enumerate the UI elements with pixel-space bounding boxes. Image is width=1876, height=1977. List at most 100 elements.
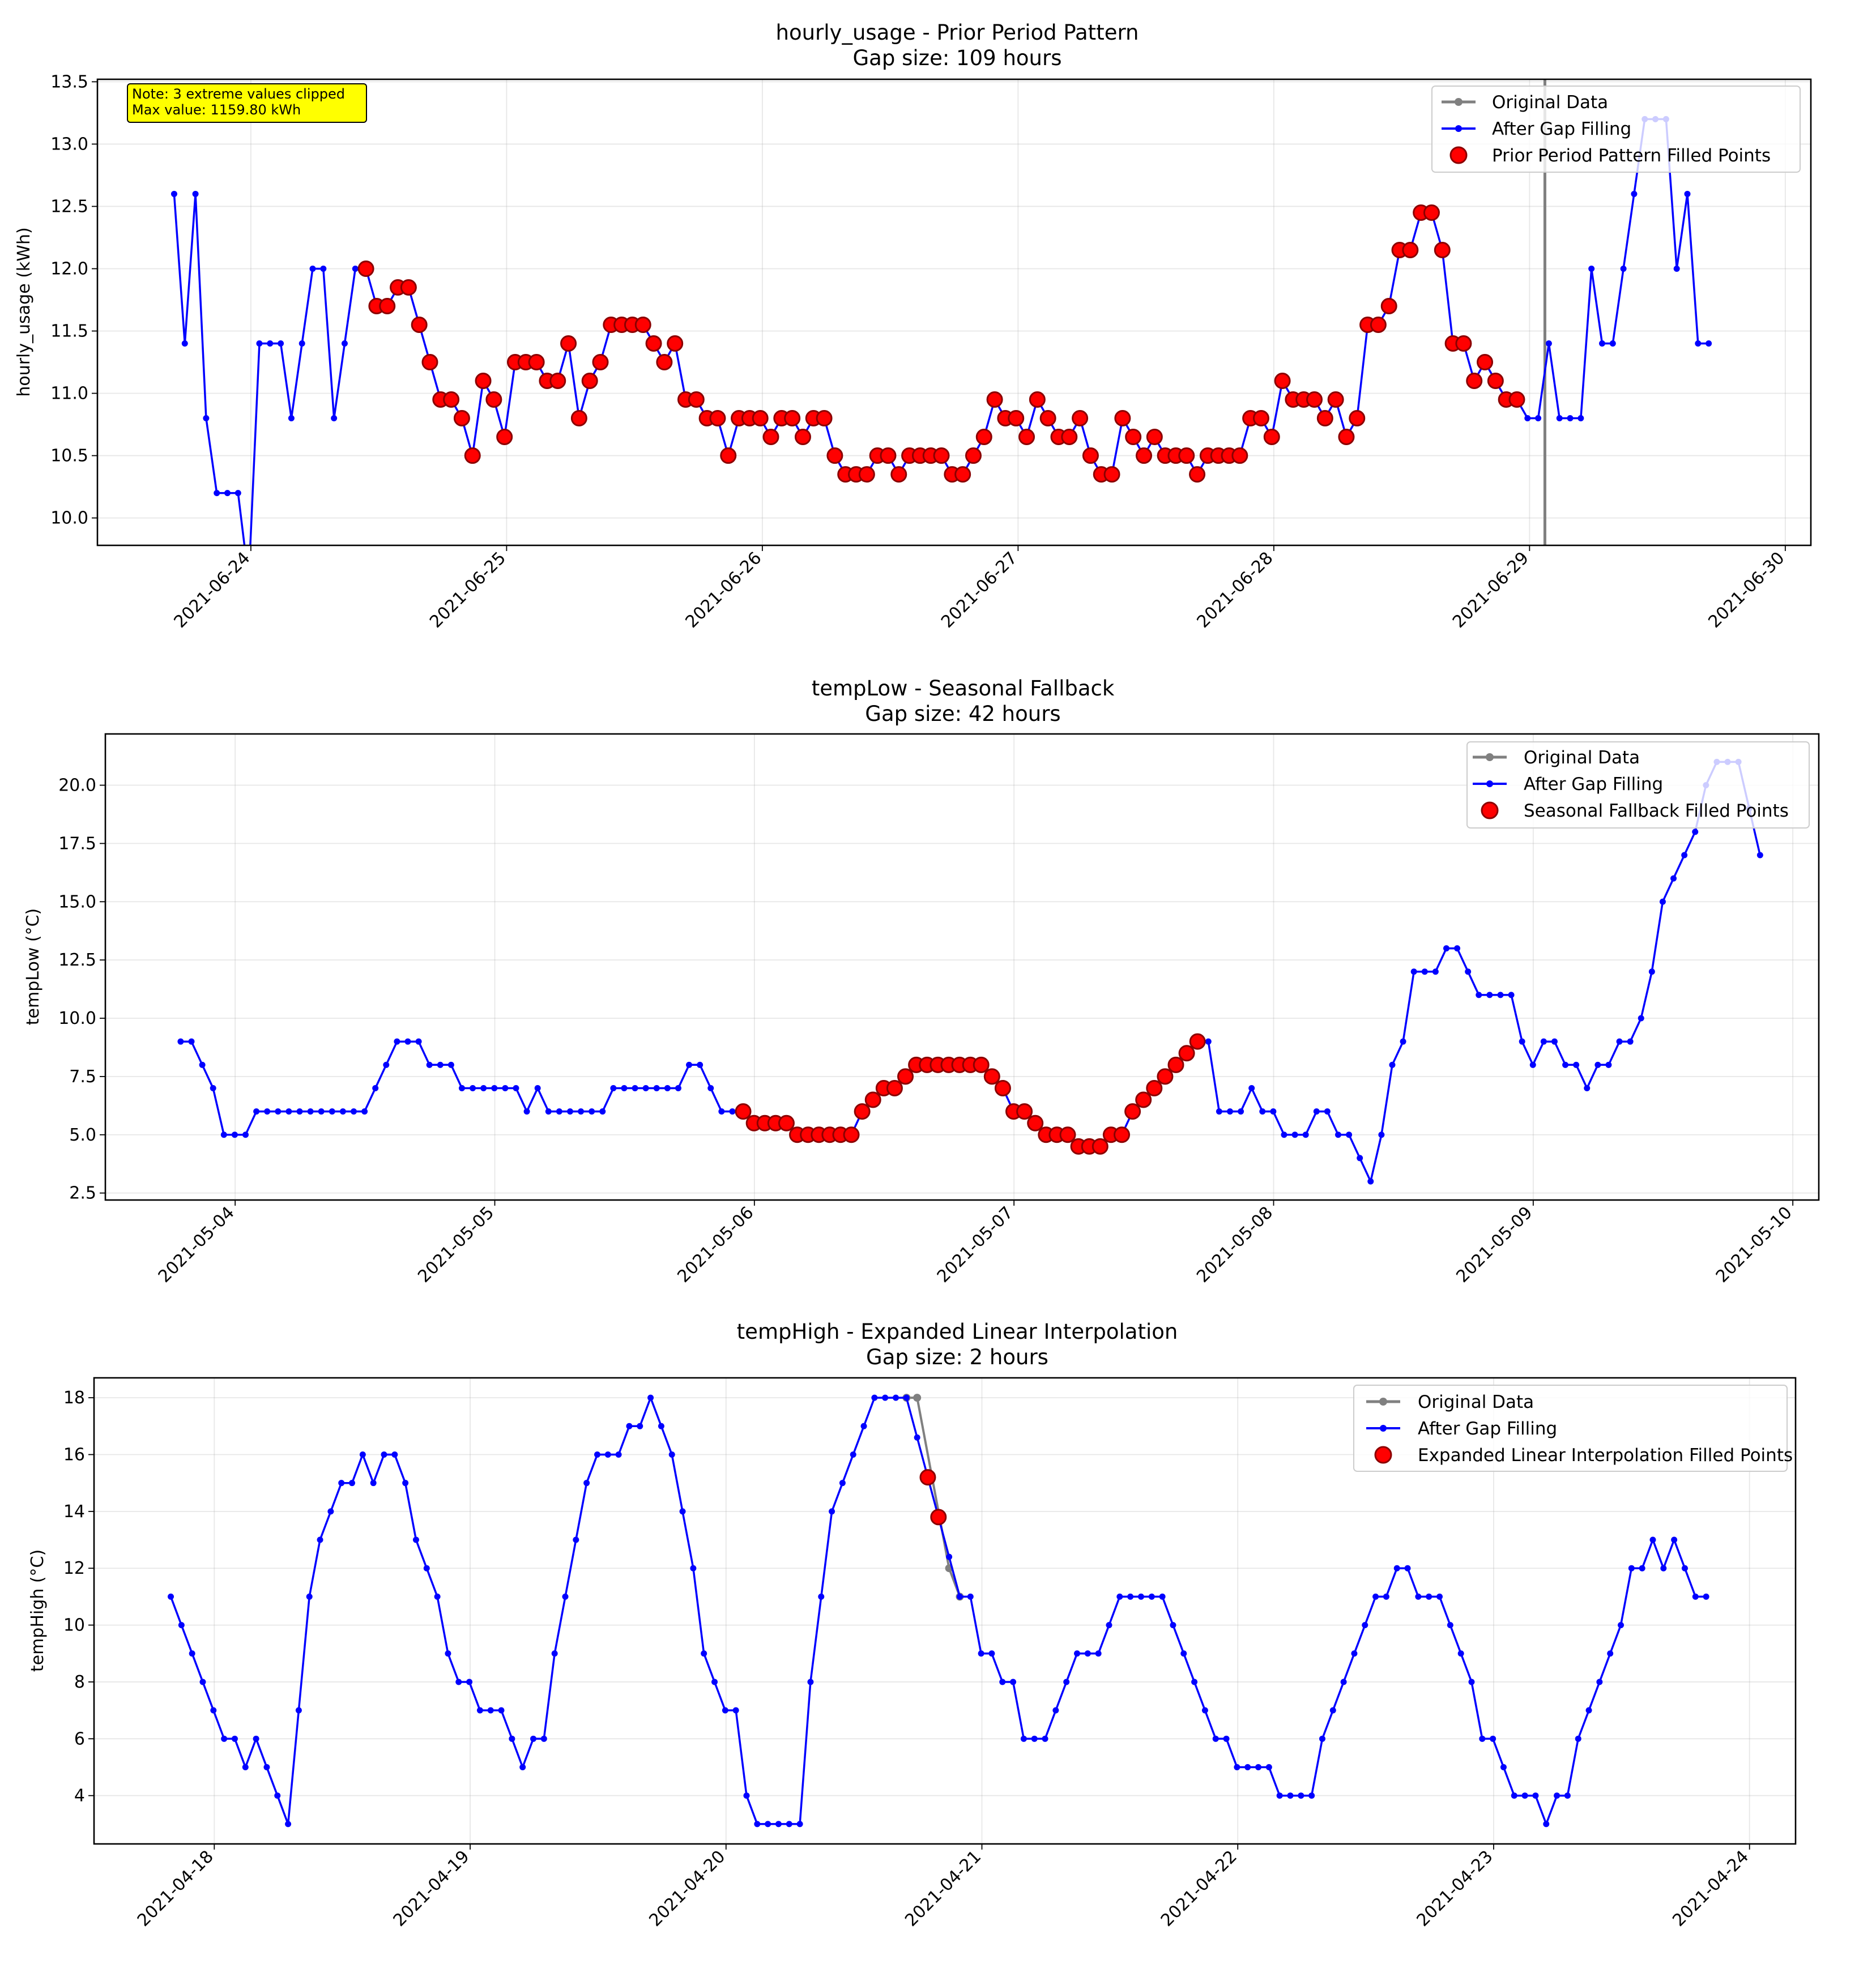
legend-box [1353,1385,1788,1472]
filled-point [581,373,598,390]
filled-point [1157,1068,1174,1085]
after-gap-filling-point [523,1108,530,1115]
filled-point [1082,447,1099,464]
after-gap-filling-point [1628,1565,1635,1572]
y-tick-label: 16 [63,1445,85,1464]
after-gap-filling-point [1631,190,1638,197]
after-gap-filling-point [668,1451,675,1458]
after-gap-filling-point [1362,1622,1368,1629]
after-gap-filling-point [1648,968,1655,975]
after-gap-filling-point [988,1650,995,1657]
after-gap-filling-point [1524,415,1531,422]
filled-point [1124,1103,1141,1120]
after-gap-filling-point [394,1038,400,1045]
after-gap-filling-point [1191,1679,1198,1685]
after-gap-filling-point [1706,340,1712,347]
note-box: Note: 3 extreme values clipped Max value… [127,83,367,123]
after-gap-filling-point [1020,1735,1027,1742]
after-gap-filling-point [1639,1565,1645,1572]
y-tick-label: 11.0 [50,384,88,404]
legend-original-label: Original Data [1418,1392,1534,1412]
note-line-1: Note: 3 extreme values clipped [132,86,345,102]
after-gap-filling-point [1468,1679,1475,1685]
after-gap-filling-point [327,1508,334,1515]
after-gap-filling-point [697,1061,704,1068]
after-gap-filling-point [349,1480,356,1487]
legend-original-marker [1379,1398,1387,1406]
after-gap-filling-point [578,1108,585,1115]
after-gap-filling-point [447,1061,454,1068]
filled-point [854,1103,871,1120]
after-gap-filling-point [562,1593,569,1600]
filled-point [411,317,428,334]
after-gap-filling-point [339,1108,346,1115]
filled-point [1018,429,1035,446]
after-gap-filling-point [1535,415,1542,422]
series-clip-group [177,758,1763,1185]
after-gap-filling-point [1695,340,1702,347]
filled-point [1349,410,1366,427]
after-gap-filling-point [383,1061,390,1068]
filled-point [475,373,492,390]
after-gap-filling-point [1585,1707,1592,1714]
after-gap-filling-point [1226,1108,1233,1115]
after-gap-filling-point [1095,1650,1102,1657]
after-gap-filling-point [786,1821,792,1827]
y-tick-label: 10.0 [58,1009,96,1028]
after-gap-filling-point [1479,1735,1486,1742]
data-series [170,79,1712,545]
after-gap-filling-point [1692,829,1699,835]
after-gap-filling-point [534,1084,541,1091]
grid [105,734,1819,1200]
y-tick-label: 12.5 [58,950,96,970]
filled-point [1423,204,1440,221]
after-gap-filling-point [1681,852,1688,859]
after-gap-filling-point [1324,1108,1331,1115]
series-clip-group [170,79,1712,545]
y-axis: 4 6 8 10 12 14 16 18 [63,1388,94,1806]
after-gap-filling-point [999,1679,1006,1685]
after-gap-filling-point [352,265,359,272]
after-gap-filling-point [192,190,199,197]
legend-after-marker [1380,1425,1387,1432]
after-gap-filling-point [1598,340,1605,347]
filled-point [1135,447,1152,464]
legend-filled-label: Seasonal Fallback Filled Points [1524,801,1789,821]
after-gap-filling-point [242,1764,249,1771]
after-gap-filling-point [658,1423,664,1429]
after-gap-filling-point [1684,190,1691,197]
y-tick-label: 6 [74,1729,85,1749]
after-gap-filling-point [1415,1593,1422,1600]
after-gap-filling-point [1389,1061,1396,1068]
after-gap-filling-point [1649,1536,1656,1543]
after-gap-filling-point [214,490,220,497]
after-gap-filling-point [221,1735,228,1742]
filled-point [933,447,950,464]
after-gap-filling-point [1447,1622,1453,1629]
after-gap-filling-point [626,1423,633,1429]
y-tick-label: 18 [63,1388,85,1408]
after-gap-filling-point [647,1394,654,1401]
after-gap-filling-point [513,1084,519,1091]
filled-point [709,410,726,427]
after-gap-filling-point [434,1593,441,1600]
filled-point [443,391,460,408]
legend-box [1431,86,1801,173]
after-gap-filling-point [170,190,177,197]
after-gap-filling-point [1298,1792,1304,1799]
after-gap-filling-point [1554,1792,1561,1799]
filled-point [688,391,705,408]
filled-point [965,447,982,464]
y-axis-label: tempHigh (°C) [28,1549,48,1672]
y-tick-label: 7.5 [69,1067,96,1087]
filled-point [1146,429,1163,446]
after-gap-filling-point [1410,968,1417,975]
filled-point [464,447,481,464]
after-gap-filling-point [1313,1108,1320,1115]
after-gap-filling-point [487,1707,494,1714]
after-gap-filling-point [476,1707,483,1714]
after-gap-filling-point [1609,340,1616,347]
after-gap-filling-point [168,1593,174,1600]
filled-point [421,354,438,371]
filled-point [930,1509,947,1526]
